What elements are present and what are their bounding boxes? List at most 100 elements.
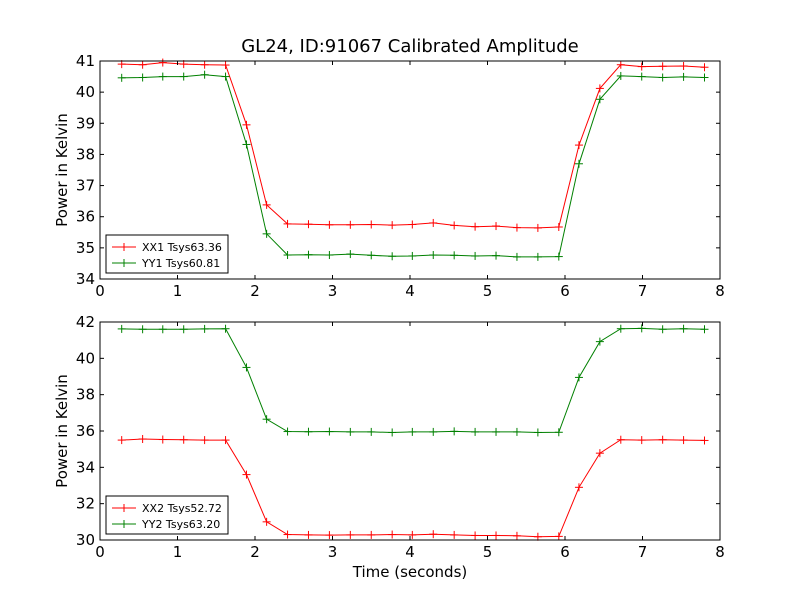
top-series-1-point — [637, 72, 646, 81]
top-series-0-point — [574, 141, 583, 150]
bottom-x-tick-label: 7 — [638, 543, 648, 561]
top-series-0-point — [221, 61, 230, 70]
top-series-1-point — [325, 251, 334, 260]
top-legend-label: YY1 Tsys60.81 — [141, 257, 220, 270]
top-y-tick-label: 34 — [76, 270, 95, 288]
bottom-y-tick-label: 34 — [76, 458, 95, 476]
top-series-0-point — [658, 62, 667, 71]
top-series-0-point — [262, 200, 271, 209]
bottom-series-1-point — [117, 324, 126, 333]
top-series-0-point — [700, 63, 709, 72]
top-x-tick-label: 4 — [405, 282, 415, 300]
top-series-1-point — [304, 250, 313, 259]
top-y-tick-label: 35 — [76, 239, 95, 257]
bottom-legend-label: YY2 Tsys63.20 — [141, 518, 220, 531]
top-x-tick-label: 6 — [560, 282, 570, 300]
bottom-y-axis-label: Power in Kelvin — [53, 374, 71, 488]
top-series-1-point — [595, 95, 604, 104]
bottom-series-1-point — [138, 325, 147, 334]
bottom-y-tick-label: 42 — [76, 313, 95, 331]
top-series-1-point — [658, 73, 667, 82]
bottom-y-tick-label: 40 — [76, 349, 95, 367]
top-series-1-point — [283, 251, 292, 260]
top-series-0-point — [533, 223, 542, 232]
bottom-x-tick-label: 0 — [95, 543, 105, 561]
top-series-1-point — [616, 71, 625, 80]
bottom-series-0-point — [388, 530, 397, 539]
x-axis-label: Time (seconds) — [352, 563, 468, 581]
bottom-series-0-point — [512, 531, 521, 540]
bottom-series-1-point — [658, 325, 667, 334]
bottom-series-0-point — [179, 435, 188, 444]
bottom-series-0-point — [429, 530, 438, 539]
top-series-0-point — [138, 60, 147, 69]
top-series-1-point — [388, 252, 397, 261]
top-x-tick-label: 1 — [173, 282, 183, 300]
bottom-series-1-point — [242, 363, 251, 372]
bottom-x-tick-label: 8 — [715, 543, 725, 561]
bottom-series-1-point — [325, 427, 334, 436]
top-series-1-point — [512, 252, 521, 261]
bottom-series-0-point — [679, 436, 688, 445]
top-series-1-point — [471, 251, 480, 260]
bottom-x-tick-label: 5 — [483, 543, 493, 561]
bottom-series-1-point — [450, 427, 459, 436]
bottom-series-1-point — [554, 428, 563, 437]
top-series-0-point — [158, 58, 167, 67]
chart-title: GL24, ID:91067 Calibrated Amplitude — [241, 36, 579, 57]
top-legend-label: XX1 Tsys63.36 — [142, 241, 222, 254]
top-series-1-point — [138, 73, 147, 82]
bottom-legend-label: XX2 Tsys52.72 — [142, 502, 222, 515]
top-series-0-point — [346, 220, 355, 229]
bottom-y-tick-label: 32 — [76, 495, 95, 513]
bottom-series-0-point — [637, 436, 646, 445]
top-x-tick-label: 3 — [328, 282, 338, 300]
top-series-0-point — [283, 219, 292, 228]
top-x-tick-label: 7 — [638, 282, 648, 300]
bottom-series-0-point — [117, 436, 126, 445]
bottom-series-1-point — [595, 337, 604, 346]
top-y-tick-label: 37 — [76, 177, 95, 195]
bottom-series-1-point — [346, 427, 355, 436]
top-series-1-point — [450, 251, 459, 260]
top-y-tick-label: 39 — [76, 114, 95, 132]
bottom-y-tick-label: 30 — [76, 531, 95, 549]
bottom-x-tick-label: 1 — [173, 543, 183, 561]
bottom-legend-item: XX2 Tsys52.72 — [112, 502, 222, 515]
bottom-legend: XX2 Tsys52.72 YY2 Tsys63.20 — [105, 495, 229, 535]
top-series-1-point — [700, 73, 709, 82]
top-series-0-point — [388, 221, 397, 230]
top-series-0-point — [554, 222, 563, 231]
top-series-0-point — [450, 221, 459, 230]
bottom-series-0-point — [450, 530, 459, 539]
bottom-series-0-point — [533, 532, 542, 541]
bottom-series-0-point — [492, 531, 501, 540]
bottom-series-1-point — [179, 325, 188, 334]
bottom-series-0-point — [595, 449, 604, 458]
bottom-y-tick-label: 36 — [76, 422, 95, 440]
bottom-series-1-point — [388, 428, 397, 437]
top-series-1-point — [179, 72, 188, 81]
top-x-tick-label: 2 — [250, 282, 260, 300]
top-series-1-point — [679, 72, 688, 81]
bottom-series-0-point — [138, 434, 147, 443]
top-series-1-point — [242, 140, 251, 149]
bottom-series-0-point — [200, 436, 209, 445]
top-series-0-point — [367, 220, 376, 229]
top-legend-box — [105, 234, 229, 274]
top-series-1-point — [533, 252, 542, 261]
bottom-series-1-point — [492, 427, 501, 436]
top-series-0-point — [429, 218, 438, 227]
bottom-series-1-point — [512, 427, 521, 436]
bottom-series-0-point — [304, 530, 313, 539]
bottom-series-1-point — [408, 427, 417, 436]
top-series-1-point — [554, 252, 563, 261]
bottom-x-tick-label: 6 — [560, 543, 570, 561]
top-series-1-point — [408, 251, 417, 260]
bottom-x-tick-label: 3 — [328, 543, 338, 561]
bottom-series-0-point — [574, 483, 583, 492]
bottom-series-0-point — [283, 530, 292, 539]
top-series-0-point — [616, 60, 625, 69]
